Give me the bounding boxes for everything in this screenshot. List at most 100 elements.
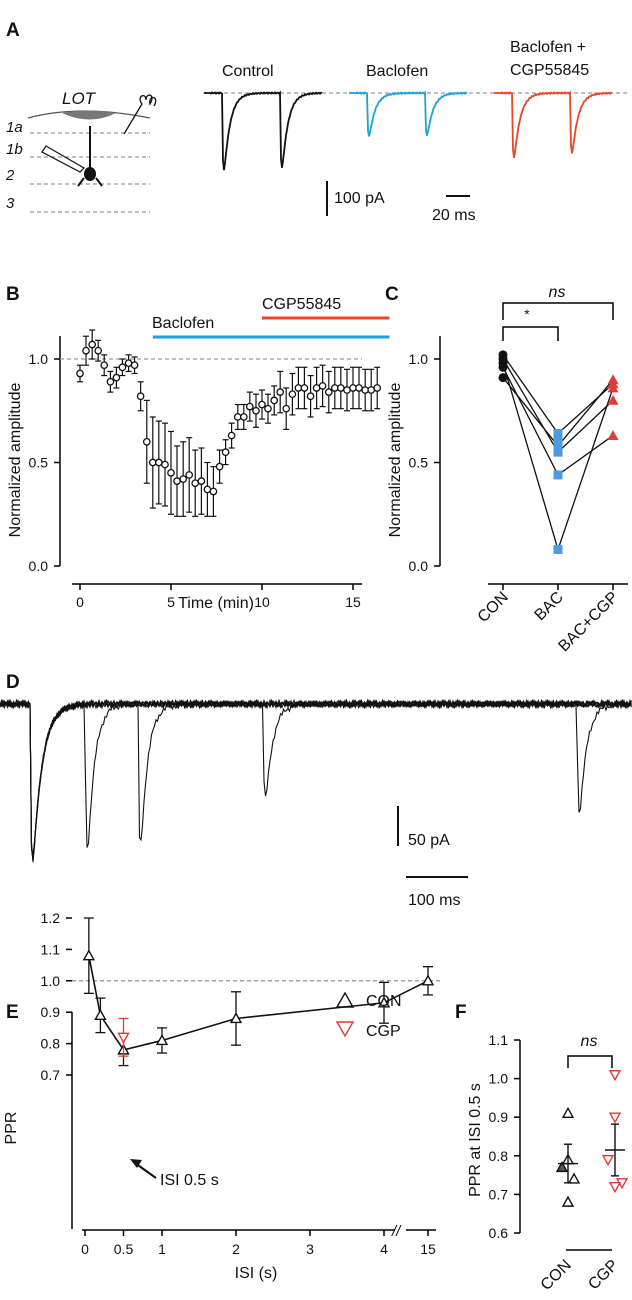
b-data-point: [324, 388, 333, 396]
trace-label-baclofen: Baclofen: [366, 63, 428, 80]
e-point-con: [82, 949, 96, 961]
b-data-point: [94, 346, 103, 355]
panel-letter-a: A: [6, 20, 20, 41]
f-ytick-label: 0.8: [489, 1148, 509, 1164]
legend: CON CGP: [335, 991, 402, 1040]
c-point-bac: [553, 544, 563, 554]
b-data-point: [227, 431, 236, 440]
e-xtick-label: 15: [420, 1241, 436, 1257]
c-ylabel: Normalized amplitude: [387, 383, 404, 538]
d-current-trace-4: [0, 698, 632, 861]
d-current-trace-3: [0, 698, 632, 857]
f-point-con: [555, 1160, 569, 1173]
scale-time-a: 20 ms: [432, 207, 476, 224]
b-data-point: [179, 475, 188, 483]
b-xlabel: Time (min): [178, 595, 254, 612]
f-ytick-label: 0.9: [489, 1109, 509, 1125]
f-point-con: [567, 1172, 581, 1184]
trace-label-bac-cgp-2: CGP55845: [510, 62, 589, 79]
f-ytick-label: 0.6: [489, 1225, 509, 1241]
legend-marker-con: [335, 991, 355, 1008]
b-data-point: [270, 396, 279, 405]
e-point-con: [94, 1008, 107, 1021]
b-data-point: [245, 402, 254, 411]
c-xtick-label: BAC+CGP: [555, 589, 621, 655]
b-data-point: [209, 487, 218, 496]
trace-label-control: Control: [222, 63, 274, 80]
b-data-point: [306, 392, 315, 401]
c-sig-ns: ns: [549, 284, 566, 301]
scale-time-d: 100 ms: [408, 892, 460, 909]
f-point-cgp: [601, 1154, 615, 1167]
c-bracket-star: [502, 326, 559, 341]
b-data-point: [88, 340, 97, 349]
e-ytick-label: 0.9: [41, 1004, 61, 1020]
e-point-con: [155, 1034, 169, 1046]
e-xtick-label: 0: [81, 1241, 89, 1257]
trace-label-bac-cgp-1: Baclofen +: [510, 39, 586, 56]
c-sig-star: *: [524, 306, 530, 322]
b-data-point: [197, 477, 206, 485]
b-data-point: [288, 390, 297, 399]
b-data-point: [355, 384, 363, 392]
b-data-point: [82, 346, 90, 355]
b-ytick-label: 0.0: [29, 558, 49, 574]
f-ylabel: PPR at ISI 0.5 s: [467, 1083, 484, 1197]
c-ytick-label: 0.0: [409, 558, 429, 574]
e-annotation: ISI 0.5 s: [160, 1172, 219, 1189]
c-point-con: [498, 362, 508, 372]
c-xtick-label: BAC: [532, 589, 567, 624]
lot-label: LOT: [62, 89, 97, 108]
e-xtick-label: 3: [306, 1241, 314, 1257]
b-data-point: [185, 471, 194, 479]
panel-e-chart: // 0.7 0.8 0.9 1.0 1.1 1.2 0 0.5 1 2 3 4 15: [41, 910, 440, 1257]
e-axis-break: //: [391, 1223, 402, 1240]
b-data-point: [118, 363, 127, 372]
panel-a-traces: [204, 90, 613, 171]
f-xtick-label: CGP: [585, 1257, 622, 1294]
d-current-trace-1: [0, 698, 632, 863]
b-data-point: [173, 477, 181, 485]
b-data-point: [318, 382, 327, 390]
e-ytick-label: 0.8: [41, 1036, 61, 1052]
panel-letter-c: C: [385, 284, 399, 305]
b-data-point: [221, 448, 230, 456]
e-xlabel: ISI (s): [235, 1265, 278, 1282]
c-point-bac: [553, 470, 563, 480]
c-point-bac-cgp: [607, 430, 619, 440]
f-point-con: [561, 1195, 575, 1207]
panel-letter-f: F: [455, 1002, 467, 1023]
b-data-point: [112, 373, 121, 382]
d-current-trace-2: [0, 698, 632, 858]
c-point-bac-cgp: [607, 374, 619, 385]
layer-1b: 1b: [6, 141, 23, 158]
e-ytick-label: 1.1: [41, 941, 61, 957]
c-ytick-label: 1.0: [409, 351, 429, 367]
e-ytick-label: 0.7: [41, 1067, 61, 1083]
c-point-bac-cgp: [607, 382, 619, 393]
b-xtick-label: 10: [254, 594, 270, 610]
f-sig-ns: ns: [581, 1033, 598, 1050]
b-data-point: [264, 404, 272, 413]
e-point-con: [229, 1012, 243, 1024]
e-point-con: [421, 974, 435, 986]
panel-letter-d: D: [6, 672, 20, 693]
basal-dendrites: [77, 177, 103, 187]
c-pair-line: [502, 354, 614, 435]
f-point-cgp: [608, 1112, 622, 1124]
c-point-con: [498, 373, 508, 383]
layer-3: 3: [6, 195, 15, 212]
b-bar-label-baclofen: Baclofen: [152, 315, 214, 332]
b-ylabel: Normalized amplitude: [7, 383, 24, 538]
c-point-bac: [553, 447, 563, 457]
b-xtick-label: 0: [76, 594, 84, 610]
f-ytick-label: 1.0: [489, 1071, 509, 1087]
b-data-point: [136, 392, 145, 401]
recording-pipette: [41, 145, 85, 173]
panel-d-traces: [0, 698, 632, 863]
panel-letter-b: B: [6, 284, 20, 305]
b-data-point: [373, 384, 382, 392]
e-xtick-label: 2: [232, 1241, 240, 1257]
b-data-point: [142, 437, 151, 446]
